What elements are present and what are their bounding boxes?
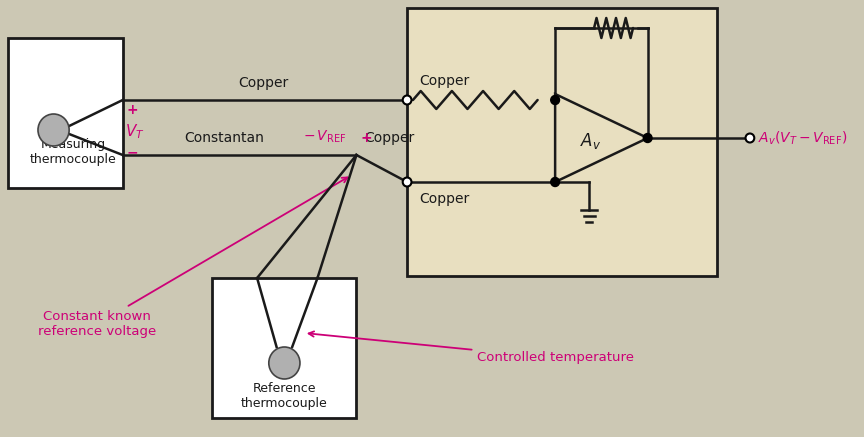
Circle shape <box>403 177 411 187</box>
Text: Copper: Copper <box>419 192 469 206</box>
Bar <box>407 8 717 276</box>
Polygon shape <box>556 94 648 182</box>
Text: $A_v(V_T - V_{\rm REF})$: $A_v(V_T - V_{\rm REF})$ <box>758 129 847 147</box>
Text: −: − <box>127 145 138 159</box>
Text: Constantan: Constantan <box>184 131 264 145</box>
Text: +: + <box>127 103 138 117</box>
Circle shape <box>269 347 300 379</box>
Circle shape <box>550 177 560 187</box>
Text: Controlled temperature: Controlled temperature <box>308 331 634 364</box>
Text: +: + <box>360 131 372 145</box>
Bar <box>213 278 357 418</box>
Text: Copper: Copper <box>419 74 469 88</box>
Circle shape <box>644 133 652 142</box>
Text: $A_v$: $A_v$ <box>580 131 601 151</box>
Text: Reference
thermocouple: Reference thermocouple <box>241 382 327 410</box>
Text: $-\,V_{\rm REF}$: $-\,V_{\rm REF}$ <box>303 128 346 145</box>
Circle shape <box>403 96 411 104</box>
Circle shape <box>550 96 560 104</box>
Text: Copper: Copper <box>238 76 288 90</box>
Circle shape <box>38 114 69 146</box>
Circle shape <box>746 133 754 142</box>
Bar <box>8 38 123 188</box>
Text: Measuring
thermocouple: Measuring thermocouple <box>29 138 117 166</box>
Text: $V_T$: $V_T$ <box>124 123 144 141</box>
Text: Constant known
reference voltage: Constant known reference voltage <box>38 177 347 338</box>
Text: Copper: Copper <box>365 131 415 145</box>
